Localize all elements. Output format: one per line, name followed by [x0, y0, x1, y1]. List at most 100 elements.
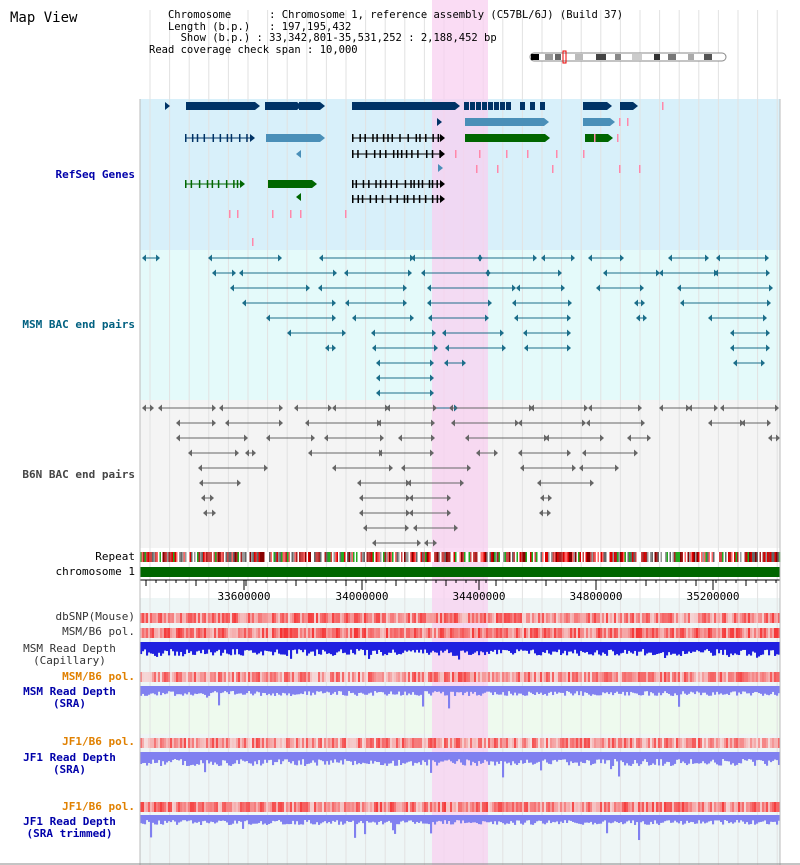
pol-cell[interactable] [164, 628, 167, 638]
pol-cell[interactable] [368, 628, 371, 638]
pol-cell[interactable] [512, 802, 515, 812]
gene-arrow[interactable] [296, 193, 301, 201]
pol-cell[interactable] [210, 672, 213, 682]
pol-cell[interactable] [754, 802, 757, 812]
pol-cell[interactable] [510, 613, 513, 623]
pol-cell[interactable] [752, 802, 755, 812]
pol-cell[interactable] [572, 613, 575, 623]
pol-cell[interactable] [612, 628, 615, 638]
pol-cell[interactable] [374, 672, 377, 682]
pol-cell[interactable] [278, 672, 281, 682]
depth-bar[interactable] [200, 686, 203, 694]
depth-bar[interactable] [660, 686, 663, 696]
depth-bar[interactable] [744, 686, 747, 692]
repeat-element[interactable] [191, 552, 193, 562]
depth-bar[interactable] [704, 686, 707, 693]
repeat-element[interactable] [696, 552, 699, 562]
depth-bar[interactable] [208, 642, 211, 650]
pol-cell[interactable] [434, 738, 437, 748]
depth-bar[interactable] [172, 752, 175, 760]
depth-bar[interactable] [420, 815, 423, 822]
depth-bar[interactable] [328, 815, 331, 823]
depth-bar[interactable] [592, 752, 595, 764]
pol-cell[interactable] [470, 738, 473, 748]
pol-cell[interactable] [764, 628, 767, 638]
pol-cell[interactable] [690, 672, 693, 682]
depth-bar[interactable] [146, 815, 149, 821]
depth-bar[interactable] [192, 815, 195, 824]
pol-cell[interactable] [318, 738, 321, 748]
pol-cell[interactable] [656, 613, 659, 623]
depth-bar[interactable] [646, 815, 649, 825]
depth-bar[interactable] [642, 686, 645, 696]
pol-cell[interactable] [656, 802, 659, 812]
pol-cell[interactable] [244, 628, 247, 638]
pol-cell[interactable] [164, 672, 167, 682]
pol-cell[interactable] [428, 672, 431, 682]
pol-cell[interactable] [290, 613, 293, 623]
pol-cell[interactable] [660, 802, 663, 812]
pol-cell[interactable] [218, 628, 221, 638]
pol-cell[interactable] [766, 738, 769, 748]
pol-cell[interactable] [684, 613, 687, 623]
pol-cell[interactable] [536, 628, 539, 638]
pol-cell[interactable] [218, 672, 221, 682]
pol-cell[interactable] [574, 738, 577, 748]
pol-cell[interactable] [220, 672, 223, 682]
pol-cell[interactable] [672, 628, 675, 638]
pol-cell[interactable] [610, 628, 613, 638]
pol-cell[interactable] [232, 738, 235, 748]
pol-cell[interactable] [472, 672, 475, 682]
pol-cell[interactable] [232, 613, 235, 623]
depth-bar[interactable] [628, 752, 631, 766]
pol-cell[interactable] [678, 802, 681, 812]
pol-cell[interactable] [464, 672, 467, 682]
repeat-element[interactable] [701, 552, 703, 562]
pol-cell[interactable] [542, 628, 545, 638]
pol-cell[interactable] [644, 628, 647, 638]
refseq-gene[interactable] [352, 195, 445, 203]
depth-bar[interactable] [654, 815, 657, 821]
pol-cell[interactable] [208, 628, 211, 638]
repeat-element[interactable] [548, 552, 550, 562]
pol-cell[interactable] [172, 628, 175, 638]
pol-cell[interactable] [332, 628, 335, 638]
pol-cell[interactable] [700, 802, 703, 812]
pol-cell[interactable] [406, 802, 409, 812]
pol-cell[interactable] [338, 738, 341, 748]
pol-cell[interactable] [338, 613, 341, 623]
repeat-element[interactable] [222, 552, 225, 562]
pol-cell[interactable] [624, 628, 627, 638]
pol-cell[interactable] [740, 613, 743, 623]
repeat-element[interactable] [458, 552, 460, 562]
pol-cell[interactable] [430, 628, 433, 638]
depth-bar[interactable] [624, 752, 627, 766]
repeat-element[interactable] [360, 552, 363, 562]
pol-cell[interactable] [756, 613, 759, 623]
depth-bar[interactable] [518, 752, 521, 764]
pol-cell[interactable] [470, 613, 473, 623]
depth-bar[interactable] [732, 686, 735, 692]
depth-bar[interactable] [434, 815, 437, 825]
depth-bar[interactable] [350, 752, 353, 762]
depth-bar[interactable] [670, 752, 673, 766]
depth-bar[interactable] [722, 815, 725, 825]
pol-cell[interactable] [308, 738, 311, 748]
pol-cell[interactable] [568, 613, 571, 623]
depth-bar[interactable] [464, 642, 467, 653]
depth-bar[interactable] [766, 642, 769, 650]
depth-bar[interactable] [710, 815, 713, 821]
repeat-element[interactable] [182, 552, 184, 562]
pol-cell[interactable] [558, 628, 561, 638]
repeat-element[interactable] [476, 552, 478, 562]
pol-cell[interactable] [450, 738, 453, 748]
depth-bar[interactable] [748, 686, 751, 694]
pol-cell[interactable] [748, 613, 751, 623]
repeat-element[interactable] [563, 552, 565, 562]
depth-bar[interactable] [400, 752, 403, 766]
depth-bar[interactable] [198, 815, 201, 822]
bac-end-pair[interactable] [716, 254, 769, 262]
pol-cell[interactable] [226, 672, 229, 682]
pol-cell[interactable] [462, 628, 465, 638]
depth-bar[interactable] [580, 686, 583, 692]
